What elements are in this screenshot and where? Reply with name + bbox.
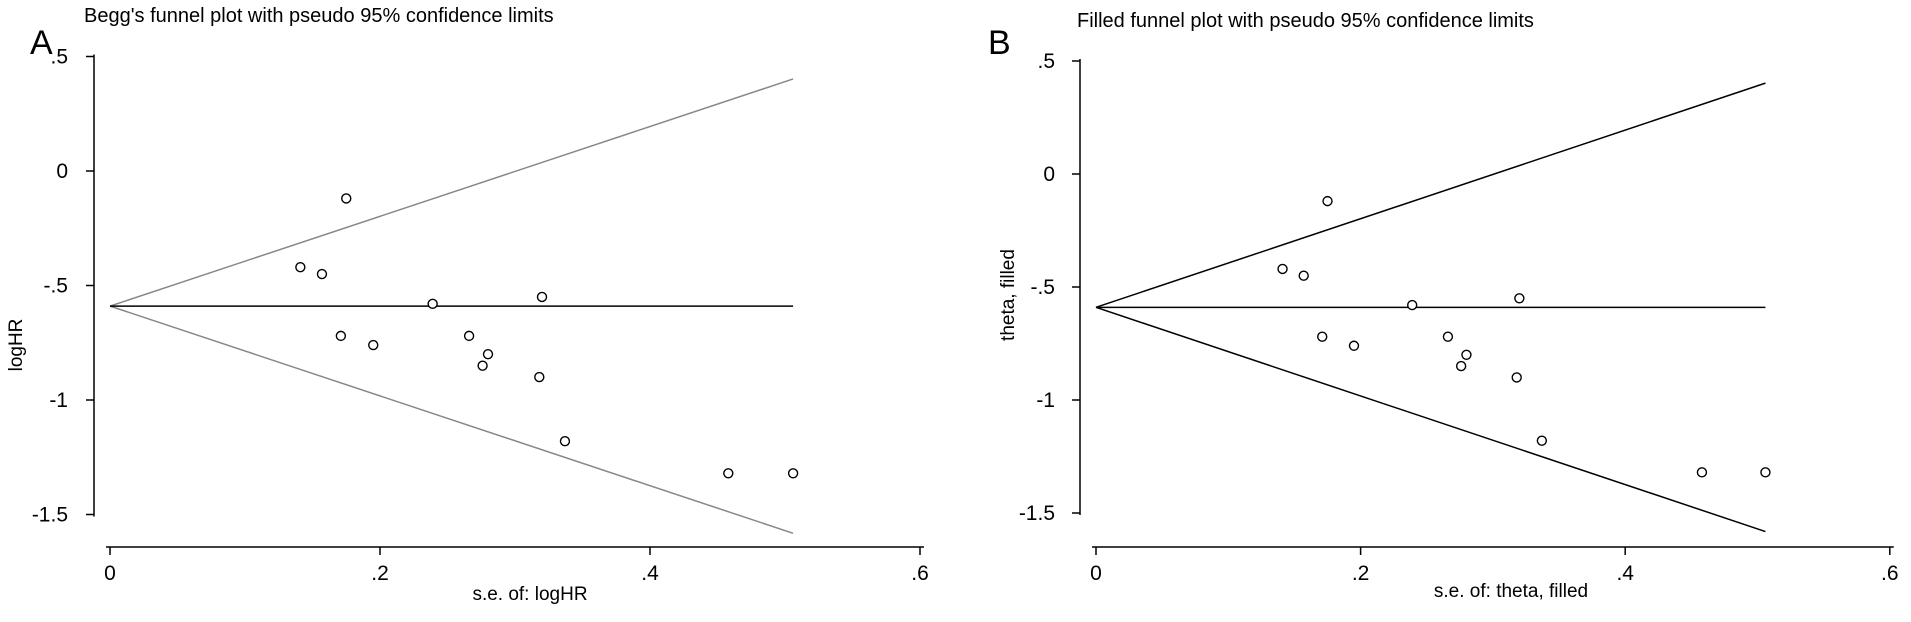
data-point (1760, 467, 1771, 478)
data-point (723, 468, 734, 479)
y-tick-label: -.5 (1030, 276, 1055, 299)
data-point (1442, 331, 1454, 342)
y-tick-label: -1.5 (32, 504, 68, 527)
data-point (1298, 270, 1309, 281)
data-point (482, 349, 494, 360)
data-point (295, 261, 306, 273)
x-axis-label: s.e. of: theta, filled (1434, 581, 1588, 602)
panel-letter: B (988, 24, 1011, 62)
data-point (1514, 293, 1525, 304)
data-point (1536, 435, 1548, 446)
data-point (1322, 195, 1333, 207)
panel-letter: A (30, 24, 53, 62)
data-point (316, 268, 328, 280)
data-point (1406, 299, 1418, 311)
data-point (1696, 467, 1708, 478)
y-tick-label: -1.5 (1019, 502, 1055, 525)
x-tick-label: .2 (371, 562, 389, 585)
upper-confidence-limit-line (109, 78, 794, 307)
y-tick-label: -1 (49, 389, 68, 412)
data-point (1348, 340, 1360, 351)
x-tick-label: .6 (1881, 562, 1899, 585)
y-tick-label: 0 (1043, 163, 1055, 186)
data-point (1277, 263, 1288, 275)
x-tick-label: 0 (104, 562, 116, 585)
data-point (1455, 360, 1467, 372)
y-tick-label: 0 (56, 160, 68, 183)
y-tick-label: -1 (1036, 389, 1055, 412)
data-point (477, 360, 488, 371)
data-point (787, 468, 799, 479)
data-point (1511, 372, 1522, 383)
y-axis-label: logHR (6, 319, 27, 372)
data-point (368, 339, 379, 351)
x-tick-label: 0 (1090, 562, 1102, 585)
x-tick-label: .2 (1352, 562, 1370, 585)
lower-confidence-limit-line (1095, 306, 1766, 533)
upper-confidence-limit-line (1095, 82, 1766, 309)
data-point (427, 298, 438, 310)
y-tick-label: -.5 (43, 275, 68, 298)
data-point (1461, 349, 1472, 360)
chart-title: Filled funnel plot with pseudo 95% confi… (1077, 10, 1534, 32)
panel-b: B Filled funnel plot with pseudo 95% conf… (988, 10, 1899, 602)
data-point (536, 291, 548, 303)
x-tick-label: .4 (1616, 562, 1634, 585)
lower-confidence-limit-line (109, 305, 794, 534)
data-point (341, 193, 352, 204)
data-point (335, 330, 347, 342)
chart-title: Begg's funnel plot with pseudo 95% confi… (84, 5, 554, 27)
data-point (1317, 331, 1328, 342)
data-point (559, 436, 571, 447)
data-point (463, 330, 475, 342)
x-tick-label: .6 (911, 562, 929, 585)
x-tick-label: .4 (641, 562, 659, 585)
y-axis-label: theta, filled (998, 249, 1019, 341)
data-point (534, 371, 545, 383)
y-tick-label: .5 (50, 46, 68, 69)
panel-a: A Begg's funnel plot with pseudo 95% conf… (6, 5, 929, 605)
y-tick-label: .5 (1037, 50, 1055, 73)
x-axis-label: s.e. of: logHR (472, 584, 587, 605)
